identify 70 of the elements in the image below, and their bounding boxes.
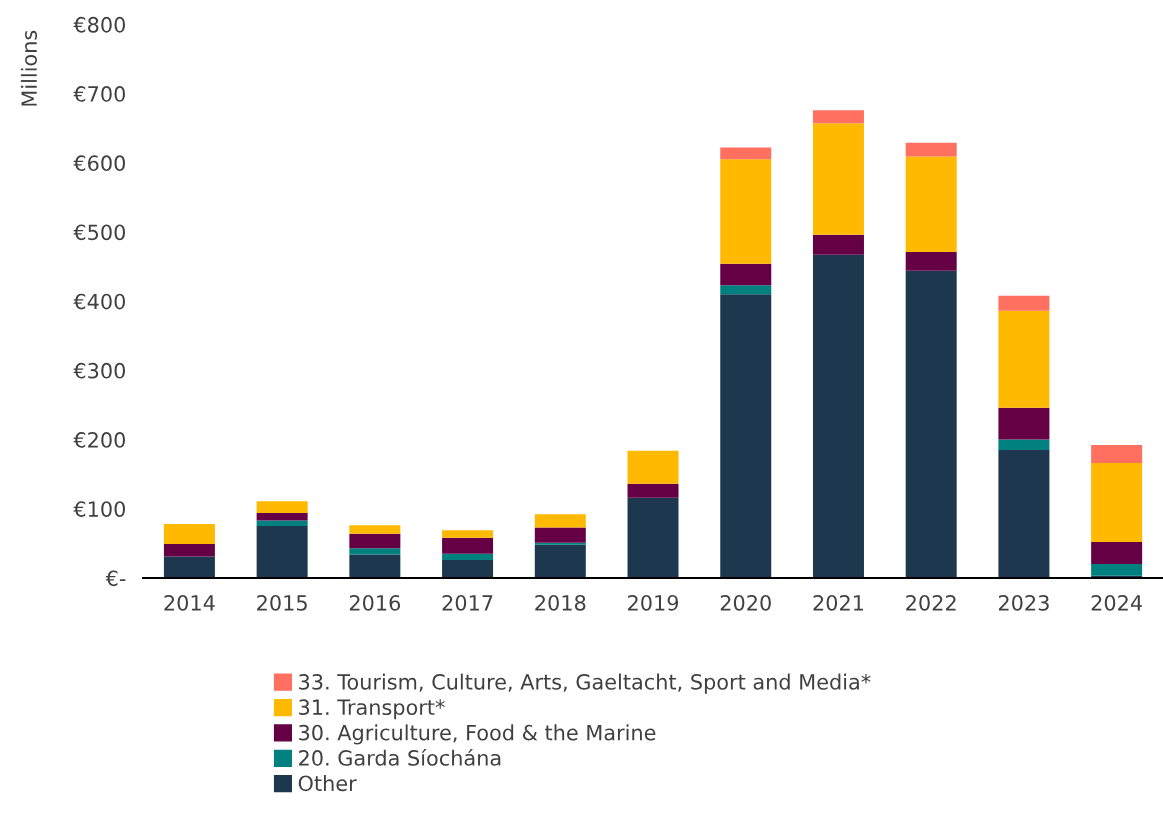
bar <box>1091 445 1143 464</box>
y-tick-label: €700 <box>73 86 125 102</box>
bar <box>534 542 586 545</box>
bar <box>256 501 308 513</box>
bar <box>720 263 772 286</box>
bar <box>812 254 864 578</box>
bar <box>256 520 308 527</box>
legend-label: Other <box>298 775 357 792</box>
x-tick-label: 2016 <box>349 594 401 611</box>
bar <box>627 450 679 484</box>
y-tick-label: €300 <box>73 362 125 379</box>
legend-label: 31. Transport* <box>299 699 445 720</box>
bar <box>349 525 401 534</box>
y-tick-label: €400 <box>73 293 125 310</box>
bar <box>442 537 494 554</box>
bar <box>998 439 1050 450</box>
y-tick-label: €- <box>105 570 126 587</box>
bar <box>812 110 864 124</box>
x-tick-label: 2020 <box>720 594 771 611</box>
x-tick-label: 2021 <box>813 594 864 611</box>
bar <box>720 285 772 295</box>
bar <box>998 449 1050 578</box>
x-tick-label: 2024 <box>1091 594 1142 611</box>
bar <box>1091 541 1143 565</box>
bar <box>627 497 679 578</box>
bar <box>720 294 772 578</box>
bar <box>349 533 401 549</box>
bar <box>905 156 957 253</box>
bar <box>163 556 215 578</box>
bar <box>442 559 494 578</box>
y-tick-label: €800 <box>73 16 125 33</box>
bar <box>812 234 864 255</box>
x-tick-label: 2015 <box>257 594 307 611</box>
y-tick-label: €200 <box>73 432 125 448</box>
legend-label: 20. Garda Síochána <box>299 748 501 766</box>
bar <box>720 147 772 160</box>
bar <box>534 514 586 528</box>
legend-label: 30. Agriculture, Food & the Marine <box>299 724 656 745</box>
bar <box>534 544 586 578</box>
x-tick-label: 2022 <box>906 594 956 611</box>
x-tick-label: 2019 <box>628 594 679 611</box>
bar <box>1091 463 1143 542</box>
bar <box>720 159 772 264</box>
bar <box>627 483 679 498</box>
bar <box>998 295 1050 311</box>
bar <box>998 310 1050 408</box>
bar <box>163 523 215 545</box>
bar <box>905 270 957 578</box>
y-tick-label: €500 <box>73 224 125 241</box>
bar <box>998 407 1050 440</box>
y-tick-label: €600 <box>73 155 125 172</box>
y-axis-title: Millions <box>20 30 38 106</box>
x-tick-label: 2018 <box>535 594 586 611</box>
x-tick-label: 2017 <box>442 594 493 611</box>
bar <box>905 142 957 157</box>
bar <box>442 530 494 538</box>
y-tick-label: €100 <box>73 501 125 517</box>
bar <box>812 123 864 235</box>
legend-label: 33. Tourism, Culture, Arts, Gaeltacht, Sport and Media* <box>299 673 871 694</box>
bar <box>1091 564 1143 576</box>
bar <box>534 527 586 543</box>
x-tick-label: 2014 <box>164 594 215 611</box>
bar <box>163 544 215 557</box>
x-tick-label: 2023 <box>998 594 1049 611</box>
bar <box>349 554 401 578</box>
bar <box>256 526 308 578</box>
bar <box>442 553 494 560</box>
bar <box>256 512 308 521</box>
bar <box>905 252 957 271</box>
bar <box>349 548 401 555</box>
